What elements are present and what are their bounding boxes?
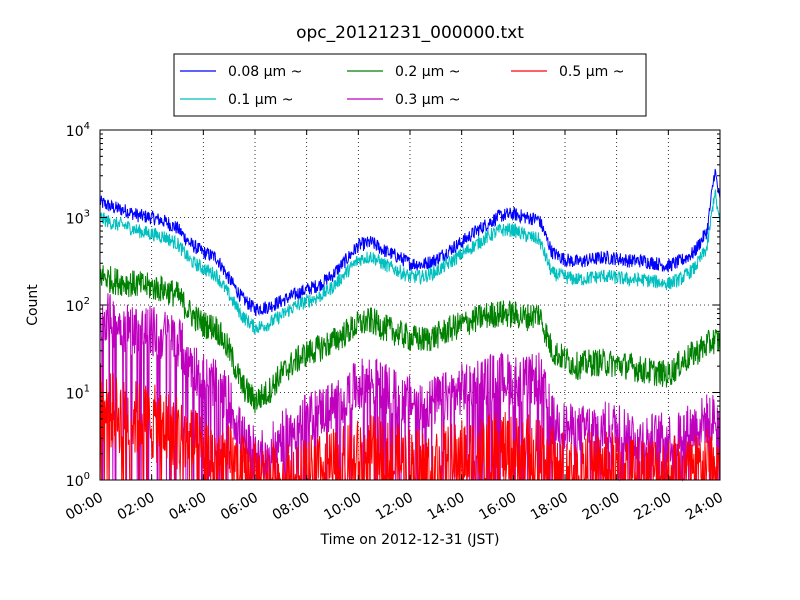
- series-line-4: [99, 363, 721, 482]
- y-tick-label: 102: [66, 296, 90, 315]
- x-axis-label: Time on 2012-12-31 (JST): [320, 532, 500, 548]
- legend-label: 0.2 μm ~: [395, 64, 460, 80]
- series-line-0: [99, 168, 721, 317]
- legend-frame: [173, 53, 647, 117]
- y-axis: 100 101 102 103 104: [66, 121, 720, 490]
- legend: 0.08 μm ~ 0.1 μm ~ 0.2 μm ~ 0.3 μm ~ 0.5 μm …: [173, 53, 647, 117]
- series-line-2: [99, 265, 721, 414]
- y-tick-label: 104: [66, 121, 90, 140]
- legend-label: 0.08 μm ~: [228, 64, 302, 80]
- chart-title: opc_20121231_000000.txt: [296, 23, 524, 43]
- y-tick-label: 101: [66, 384, 90, 403]
- series-group: [99, 168, 721, 482]
- series-line-1: [99, 189, 721, 335]
- legend-label: 0.1 μm ~: [228, 92, 293, 108]
- series-line-3: [99, 293, 721, 481]
- grid: [100, 130, 720, 480]
- y-axis-label: Count: [25, 284, 41, 326]
- y-tick-label: 100: [66, 471, 90, 490]
- y-tick-label: 103: [66, 209, 90, 228]
- legend-label: 0.3 μm ~: [395, 92, 460, 108]
- legend-label: 0.5 μm ~: [559, 64, 624, 80]
